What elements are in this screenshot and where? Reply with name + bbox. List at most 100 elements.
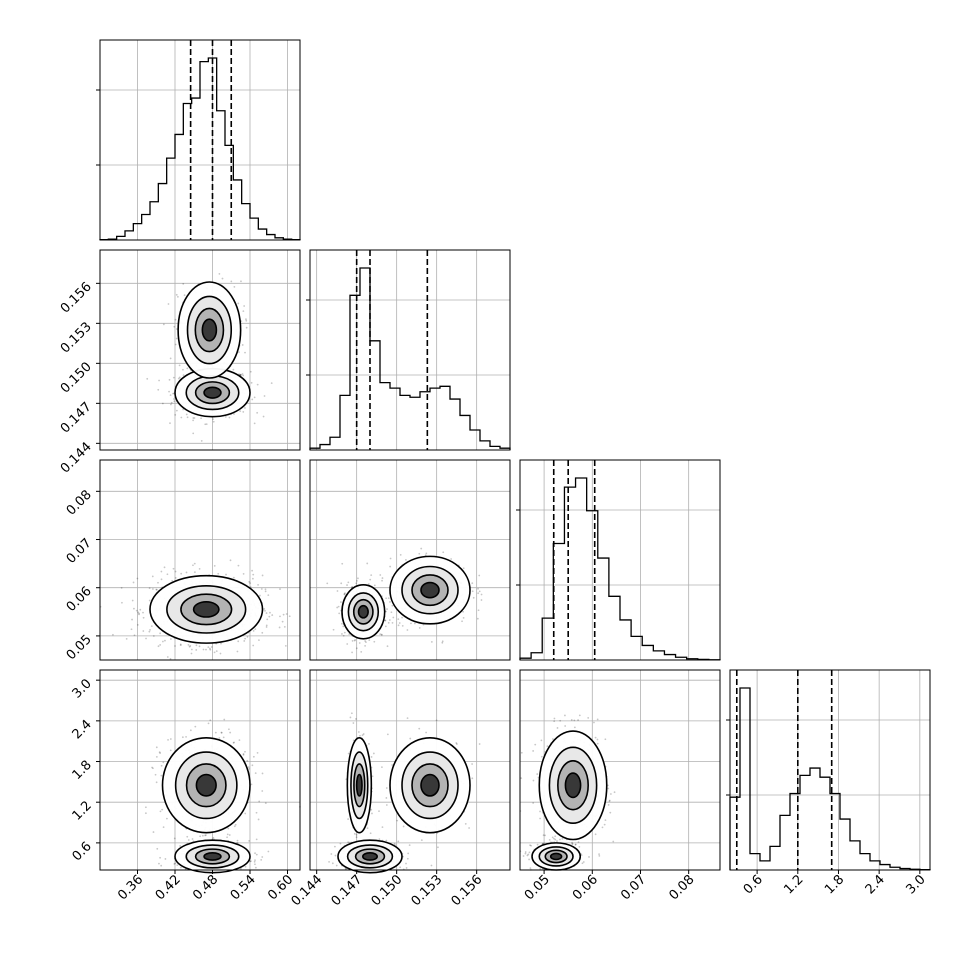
sample-point: [406, 629, 409, 631]
sample-point: [112, 633, 114, 636]
sample-point: [120, 586, 123, 589]
sample-point: [142, 630, 145, 632]
sample-point: [251, 569, 254, 572]
panel-frame: [309, 249, 511, 451]
sample-point: [390, 611, 393, 614]
sample-point: [441, 641, 444, 644]
sample-point: [204, 834, 206, 837]
sample-point: [373, 640, 376, 643]
sample-point: [185, 736, 187, 738]
sample-point: [256, 751, 259, 754]
sample-point: [199, 835, 202, 838]
sample-point: [336, 606, 339, 609]
sample-point: [172, 392, 174, 395]
sample-point: [232, 368, 235, 371]
sample-point: [259, 594, 261, 597]
sample-point: [155, 781, 158, 784]
sample-point: [170, 401, 173, 404]
sample-point: [233, 413, 235, 415]
sample-point: [179, 845, 182, 847]
sample-point: [255, 838, 258, 841]
sample-point: [397, 618, 400, 621]
sample-point: [220, 642, 222, 645]
sample-point: [384, 619, 387, 622]
sample-point: [387, 597, 390, 600]
sample-point: [179, 643, 182, 646]
sample-point: [255, 811, 258, 814]
sample-point: [392, 616, 395, 619]
sample-point: [237, 640, 240, 643]
sample-point: [581, 862, 584, 865]
sample-point: [430, 864, 433, 867]
sample-point: [248, 840, 251, 842]
sample-point: [577, 841, 580, 844]
panel-frame: [99, 39, 301, 241]
sample-point: [168, 390, 170, 393]
sample-point: [341, 562, 344, 565]
sample-point: [420, 547, 423, 550]
sample-point: [176, 864, 179, 867]
sample-point: [385, 839, 388, 842]
sample-point: [233, 741, 235, 744]
sample-point: [264, 802, 267, 805]
sample-point: [556, 840, 558, 842]
sample-point: [195, 644, 198, 647]
sample-point: [175, 337, 178, 340]
sample-point: [213, 565, 216, 567]
sample-point: [185, 413, 188, 416]
sample-point: [229, 731, 232, 734]
sample-point: [331, 862, 334, 865]
sample-point: [246, 635, 249, 638]
sample-point: [245, 326, 248, 329]
sample-point: [559, 838, 561, 841]
sample-point: [396, 819, 399, 822]
sample-point: [338, 612, 341, 615]
sample-point: [250, 783, 253, 786]
sample-point: [167, 738, 169, 741]
histogram-0: [99, 57, 301, 241]
sample-point: [370, 808, 373, 811]
sample-point: [425, 731, 428, 734]
sample-point: [346, 643, 349, 645]
sample-point: [152, 831, 155, 833]
sample-point: [334, 854, 337, 857]
sample-point: [384, 619, 387, 622]
sample-point: [182, 374, 185, 377]
sample-point: [254, 628, 257, 631]
sample-point: [402, 825, 405, 828]
sample-point: [270, 382, 273, 385]
sample-point: [158, 862, 160, 865]
sample-point: [471, 777, 474, 780]
sample-point: [162, 826, 165, 829]
sample-point: [215, 650, 218, 652]
sample-point: [192, 432, 195, 435]
sample-point: [160, 774, 163, 777]
sample-point: [401, 624, 404, 627]
sample-point: [171, 579, 174, 582]
sample-point: [160, 570, 163, 573]
sample-point: [332, 628, 335, 631]
sample-point: [477, 592, 480, 595]
sample-point: [173, 863, 176, 865]
sample-point: [357, 577, 359, 580]
sample-point: [522, 855, 525, 857]
sample-point: [336, 590, 339, 592]
sample-point: [398, 622, 401, 624]
sample-point: [174, 413, 177, 416]
sample-point: [177, 377, 180, 380]
sample-point: [182, 368, 184, 371]
sample-point: [343, 593, 346, 595]
sample-point: [255, 853, 258, 856]
sample-point: [193, 417, 196, 419]
sample-point: [389, 565, 392, 568]
sample-point: [193, 571, 196, 574]
sample-point: [219, 652, 222, 655]
sample-point: [185, 571, 188, 574]
sample-point: [471, 590, 474, 593]
sample-point: [253, 860, 256, 863]
sample-point: [228, 834, 231, 836]
sample-point: [159, 632, 162, 635]
sample-point: [189, 645, 192, 647]
sample-point: [401, 616, 404, 619]
sample-point: [254, 772, 257, 775]
